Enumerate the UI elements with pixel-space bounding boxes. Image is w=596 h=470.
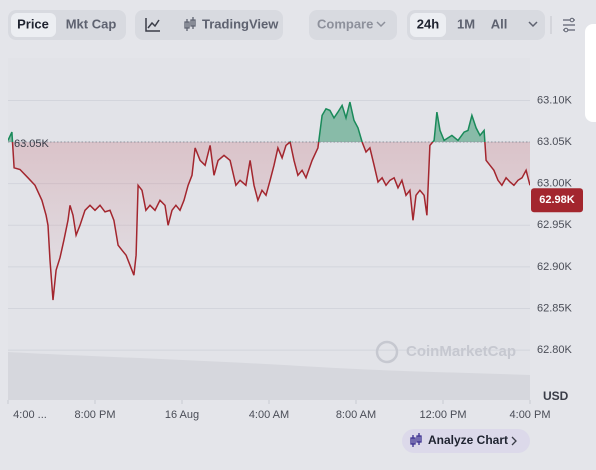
area-down bbox=[8, 142, 530, 301]
compare-label[interactable]: Compare bbox=[317, 16, 373, 31]
x-tick-label: 16 Aug bbox=[165, 409, 199, 421]
mktcap-tab[interactable]: Mkt Cap bbox=[66, 16, 117, 31]
chart-type-group bbox=[135, 10, 283, 40]
tradingview-tab[interactable]: TradingView bbox=[202, 16, 279, 31]
analyze-button[interactable] bbox=[402, 429, 530, 453]
price-line-down bbox=[11, 142, 530, 301]
area-up bbox=[8, 102, 485, 143]
current-price-label: 62.98K bbox=[539, 194, 575, 206]
y-tick-label: 62.95K bbox=[537, 219, 573, 231]
x-tick-label: 4:00 ... bbox=[13, 409, 47, 421]
current-price-box bbox=[531, 188, 583, 213]
range-1m[interactable]: 1M bbox=[457, 16, 475, 31]
y-tick-label: 63.10K bbox=[537, 94, 573, 106]
baseline-label: 63.05K bbox=[14, 138, 50, 150]
range-chevron[interactable] bbox=[528, 21, 538, 28]
y-tick-label: 63.05K bbox=[537, 136, 573, 148]
x-tick-label: 12:00 PM bbox=[419, 409, 466, 421]
y-tick-label: 62.80K bbox=[537, 344, 573, 356]
settings-knob bbox=[569, 17, 575, 23]
watermark-logo bbox=[375, 340, 399, 364]
y-tick-label: 63.00K bbox=[537, 178, 573, 190]
range-active[interactable] bbox=[410, 13, 446, 37]
analyze-chevron bbox=[511, 436, 517, 446]
candle-icon[interactable] bbox=[184, 17, 196, 31]
line-icon[interactable] bbox=[145, 18, 160, 32]
analyze-label[interactable]: Analyze Chart bbox=[428, 433, 508, 447]
watermark: CoinMarketCap bbox=[406, 343, 516, 360]
y-tick-label: 62.85K bbox=[537, 302, 573, 314]
range-all[interactable]: All bbox=[491, 16, 508, 31]
price-line-up bbox=[8, 101, 486, 143]
x-tick-label: 4:00 AM bbox=[249, 409, 289, 421]
volume-area bbox=[8, 352, 530, 400]
x-tick-label: 8:00 AM bbox=[336, 409, 376, 421]
chevron bbox=[376, 21, 386, 28]
range-24h[interactable]: 24h bbox=[417, 16, 439, 31]
price-tab[interactable]: Price bbox=[17, 16, 49, 31]
y-unit: USD bbox=[543, 389, 569, 403]
analyze-icon bbox=[410, 433, 422, 447]
compare-button[interactable] bbox=[309, 10, 397, 40]
x-tick-label: 4:00 PM bbox=[510, 409, 551, 421]
y-tick-label: 62.90K bbox=[537, 261, 573, 273]
side-panel bbox=[585, 24, 596, 122]
settings-knob bbox=[563, 27, 569, 33]
plot-area bbox=[8, 58, 530, 400]
tab-active[interactable] bbox=[11, 13, 56, 37]
x-tick-label: 8:00 PM bbox=[75, 409, 116, 421]
